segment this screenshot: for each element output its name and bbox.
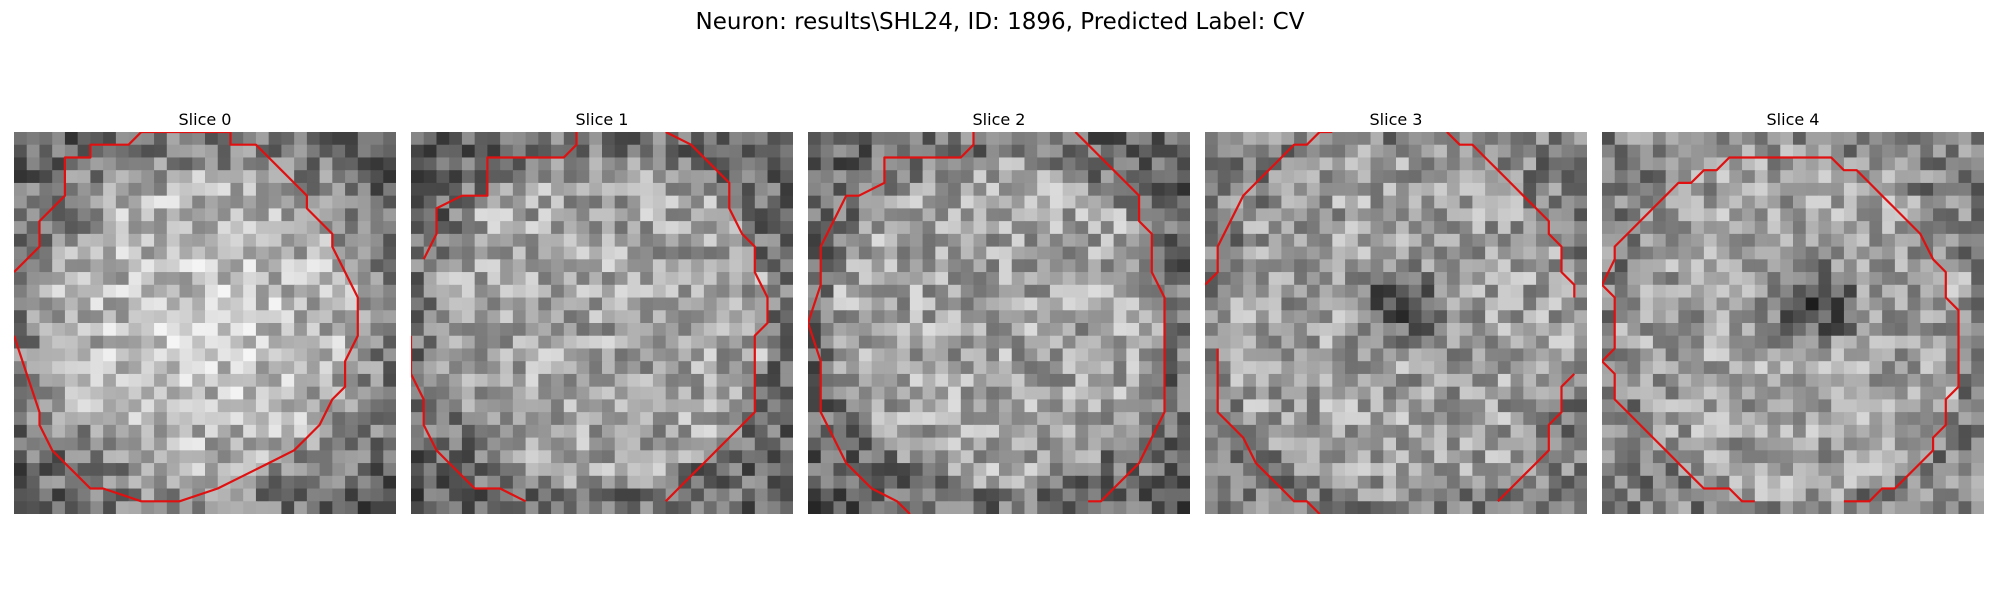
contour-line-2-1 [1074,132,1166,503]
slice-image-0 [14,132,396,514]
contour-line-3-3 [1216,348,1321,514]
contour-line-2-2 [832,437,911,514]
contour-line-1-2 [411,335,527,503]
slice-panel-4: Slice 4 [1602,108,1984,514]
contour-line-4-1 [1602,284,1755,503]
figure-title: Neuron: results\SHL24, ID: 1896, Predict… [695,9,1305,35]
slice-image-1 [411,132,793,514]
slice-panel-2: Slice 2 [808,108,1190,514]
slice-title-4: Slice 4 [1766,110,1820,129]
slice-title-1: Slice 1 [575,110,629,129]
contour-line-3-2 [1497,373,1576,503]
slice-title-2: Slice 2 [972,110,1026,129]
contour-line-3-0 [1205,132,1333,286]
slice-panel-0: Slice 0 [14,108,396,514]
slice-image-3 [1205,132,1587,514]
slice-panel-1: Slice 1 [411,108,793,514]
slice-panel-3: Slice 3 [1205,108,1587,514]
slice-image-4 [1602,132,1984,514]
contour-line-1-0 [422,132,578,260]
contour-line-0-0 [14,132,359,503]
contour-line-4-0 [1602,156,1960,503]
slice-title-3: Slice 3 [1369,110,1423,129]
contour-line-3-1 [1446,132,1576,298]
contour-line-2-0 [808,132,975,439]
slice-title-0: Slice 0 [178,110,232,129]
contour-line-1-1 [664,132,769,503]
slice-image-2 [808,132,1190,514]
